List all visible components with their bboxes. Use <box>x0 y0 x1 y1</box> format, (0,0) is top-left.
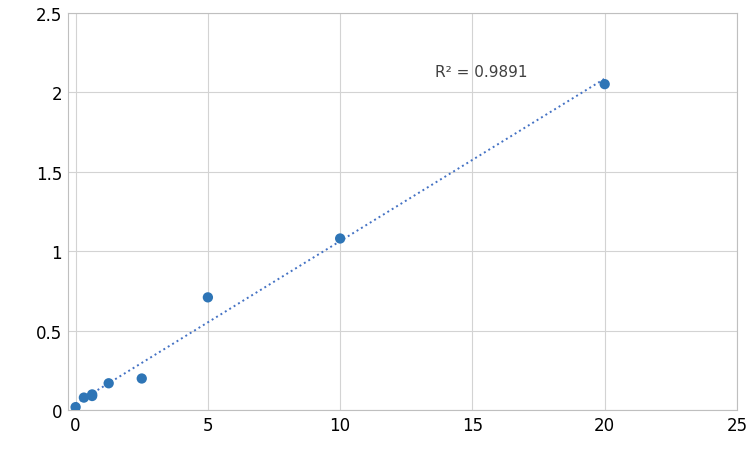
Point <box>202 294 214 301</box>
Point <box>70 404 82 411</box>
Point <box>78 394 90 401</box>
Text: R² = 0.9891: R² = 0.9891 <box>435 65 528 80</box>
Point <box>135 375 147 382</box>
Point <box>103 380 115 387</box>
Point <box>599 81 611 88</box>
Point <box>334 235 346 243</box>
Point <box>86 392 99 400</box>
Point <box>86 391 99 398</box>
